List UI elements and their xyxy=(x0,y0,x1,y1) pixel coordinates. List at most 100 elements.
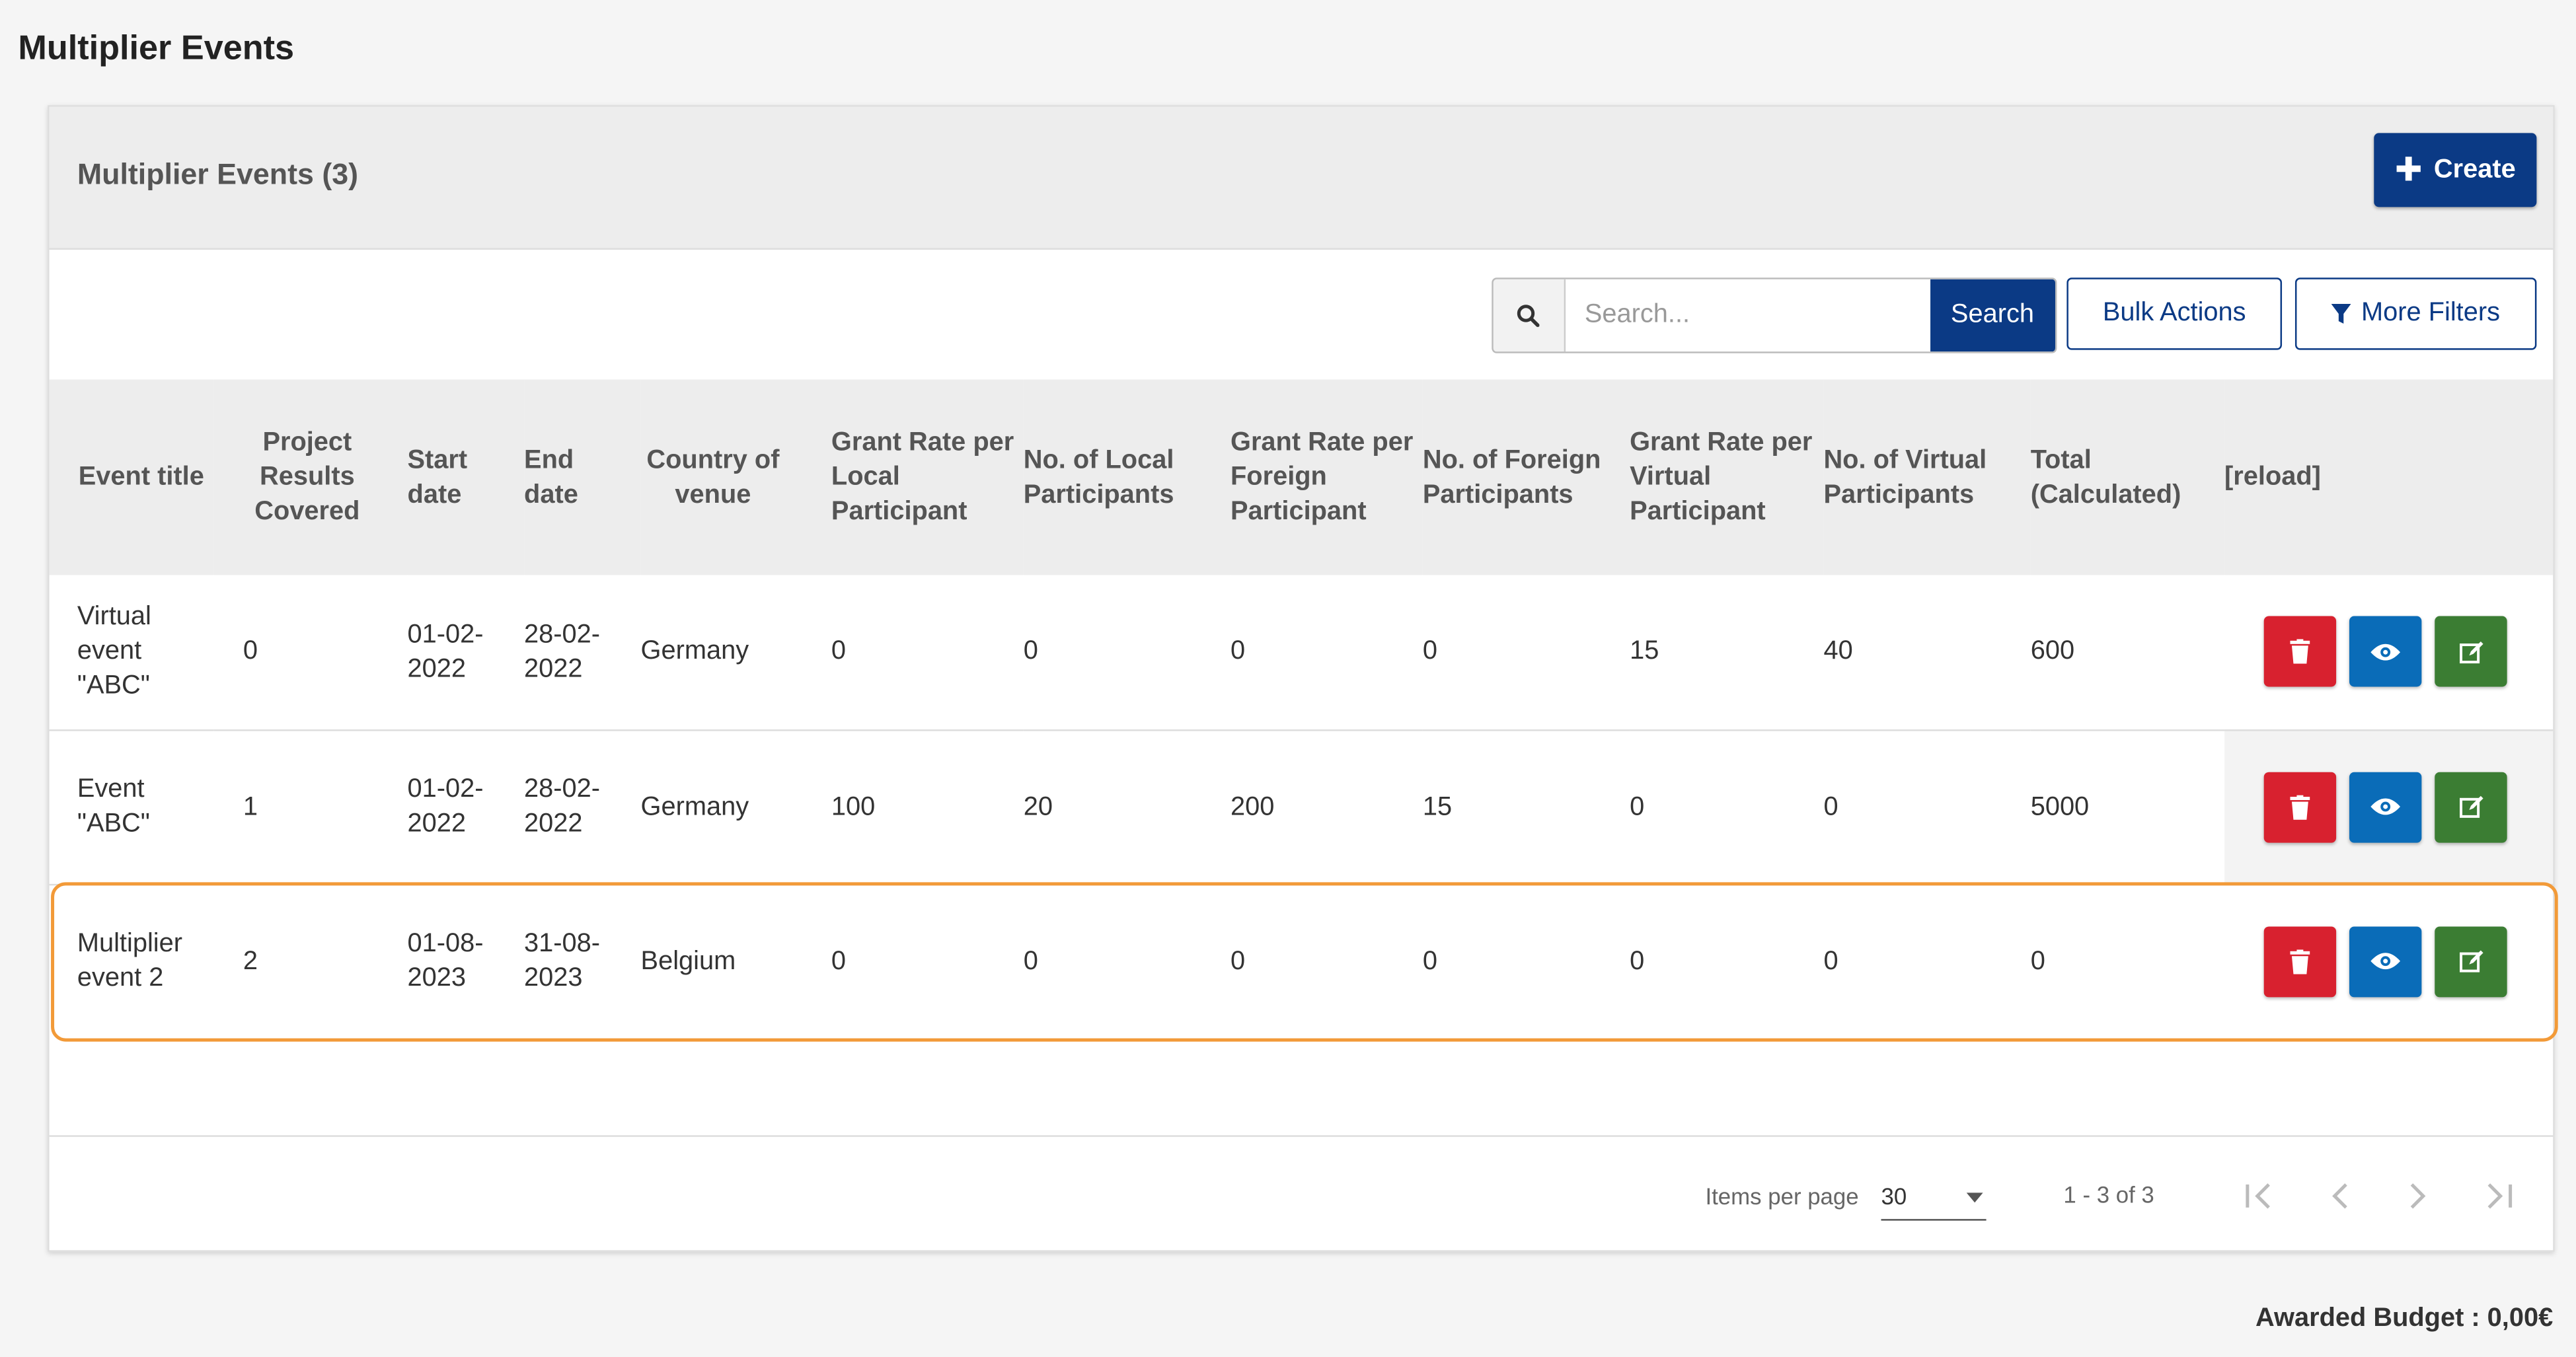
table-header-row: Event title Project Results Covered Star… xyxy=(49,379,2554,575)
header-project-results[interactable]: Project Results Covered xyxy=(254,429,360,526)
filter-icon xyxy=(2331,303,2352,323)
header-no-local[interactable]: No. of Local Participants xyxy=(1023,446,1174,509)
cell-total: 5000 xyxy=(2030,792,2090,821)
view-button[interactable] xyxy=(2349,616,2422,688)
header-grant-foreign[interactable]: Grant Rate per Foreign Participant xyxy=(1231,429,1414,526)
previous-page-button[interactable] xyxy=(2318,1173,2361,1220)
cell-project-results: 2 xyxy=(243,947,258,976)
header-no-foreign[interactable]: No. of Foreign Participants xyxy=(1422,446,1601,509)
delete-button[interactable] xyxy=(2263,926,2337,997)
view-button[interactable] xyxy=(2349,771,2422,842)
footer-divider xyxy=(49,1135,2554,1137)
view-button[interactable] xyxy=(2349,926,2422,997)
more-filters-button[interactable]: More Filters xyxy=(2294,277,2537,350)
cell-start-date: 01-02-2022 xyxy=(407,775,484,838)
cell-no-foreign: 0 xyxy=(1422,947,1438,976)
more-filters-label: More Filters xyxy=(2361,299,2500,327)
cell-start-date: 01-08-2023 xyxy=(407,930,484,993)
cell-no-virtual: 40 xyxy=(1823,638,1853,666)
first-page-button[interactable] xyxy=(2239,1173,2282,1220)
create-button[interactable]: ✚ Create xyxy=(2374,133,2537,207)
eye-icon xyxy=(2370,953,2401,970)
edit-icon xyxy=(2458,951,2483,973)
cell-country: Germany xyxy=(640,638,749,666)
header-total[interactable]: Total (Calculated) xyxy=(2030,446,2181,509)
bulk-actions-button[interactable]: Bulk Actions xyxy=(2066,277,2283,350)
delete-button[interactable] xyxy=(2263,771,2337,842)
multiplier-events-panel: Multiplier Events (3) ✚ Create Search Bu… xyxy=(48,105,2555,1252)
cell-end-date: 28-02-2022 xyxy=(524,620,601,683)
eye-icon xyxy=(2370,798,2401,815)
items-per-page-value: 30 xyxy=(1881,1183,1907,1210)
create-button-label: Create xyxy=(2433,155,2516,184)
page-range-label: 1 - 3 of 3 xyxy=(2063,1181,2154,1208)
cell-grant-local: 0 xyxy=(831,638,847,666)
edit-icon xyxy=(2458,641,2483,663)
header-grant-local[interactable]: Grant Rate per Local Participant xyxy=(831,429,1014,526)
last-page-icon xyxy=(2487,1183,2513,1209)
items-per-page-label: Items per page xyxy=(1705,1183,1859,1210)
cell-grant-virtual: 15 xyxy=(1630,638,1659,666)
trash-icon xyxy=(2290,794,2310,819)
cell-country: Germany xyxy=(640,792,749,821)
header-country[interactable]: Country of venue xyxy=(646,446,780,509)
plus-icon: ✚ xyxy=(2394,152,2423,188)
header-no-virtual[interactable]: No. of Virtual Participants xyxy=(1823,446,1987,509)
cell-grant-virtual: 0 xyxy=(1630,947,1645,976)
first-page-icon xyxy=(2246,1183,2270,1209)
edit-button[interactable] xyxy=(2435,926,2507,997)
table-row: Multiplier event 2 2 01-08-2023 31-08-20… xyxy=(50,884,2554,1039)
search-group: Search xyxy=(1492,277,2057,353)
cell-grant-local: 100 xyxy=(831,792,876,821)
search-icon xyxy=(1493,279,1566,352)
items-per-page-select[interactable]: 30 xyxy=(1881,1176,1987,1221)
cell-grant-local: 0 xyxy=(831,947,847,976)
toolbar: Search Bulk Actions More Filters xyxy=(50,248,2554,379)
header-grant-virtual[interactable]: Grant Rate per Virtual Participant xyxy=(1630,429,1813,526)
cell-no-foreign: 15 xyxy=(1422,792,1453,821)
cell-grant-foreign: 0 xyxy=(1231,947,1246,976)
edit-icon xyxy=(2458,795,2483,818)
cell-end-date: 28-02-2022 xyxy=(524,775,601,838)
header-end-date[interactable]: End date xyxy=(524,446,578,509)
eye-icon xyxy=(2370,643,2401,661)
cell-start-date: 01-02-2022 xyxy=(407,620,484,683)
cell-no-foreign: 0 xyxy=(1422,638,1438,666)
header-event-title[interactable]: Event title xyxy=(78,463,204,492)
row-actions xyxy=(2224,729,2554,884)
cell-grant-virtual: 0 xyxy=(1630,792,1645,821)
last-page-button[interactable] xyxy=(2476,1173,2519,1220)
page-title: Multiplier Events xyxy=(18,29,295,67)
row-actions xyxy=(2224,575,2553,729)
cell-event-title: Virtual event "ABC" xyxy=(77,603,151,700)
panel-header: Multiplier Events (3) ✚ Create xyxy=(49,106,2554,250)
reload-link[interactable]: [reload] xyxy=(2224,463,2321,492)
cell-no-local: 20 xyxy=(1023,792,1053,821)
delete-button[interactable] xyxy=(2263,616,2337,688)
row-actions xyxy=(2224,884,2553,1039)
awarded-budget: Awarded Budget : 0,00€ xyxy=(2255,1304,2554,1333)
search-input[interactable] xyxy=(1565,279,1930,352)
paginator: Items per page 30 1 - 3 of 3 xyxy=(50,1158,2554,1233)
table-row: Virtual event "ABC" 0 01-02-2022 28-02-2… xyxy=(49,575,2554,730)
cell-total: 600 xyxy=(2030,638,2075,666)
header-start-date[interactable]: Start date xyxy=(407,446,468,509)
cell-no-virtual: 0 xyxy=(1823,792,1838,821)
edit-button[interactable] xyxy=(2435,616,2507,688)
events-table: Event title Project Results Covered Star… xyxy=(49,379,2554,1039)
trash-icon xyxy=(2290,639,2310,665)
trash-icon xyxy=(2290,949,2310,974)
cell-no-local: 0 xyxy=(1023,638,1038,666)
cell-grant-foreign: 200 xyxy=(1231,792,1275,821)
chevron-left-icon xyxy=(2332,1183,2347,1209)
search-button[interactable]: Search xyxy=(1929,279,2055,352)
cell-no-virtual: 0 xyxy=(1823,947,1838,976)
cell-end-date: 31-08-2023 xyxy=(524,930,601,993)
cell-project-results: 1 xyxy=(243,792,258,821)
chevron-right-icon xyxy=(2410,1183,2426,1209)
cell-grant-foreign: 0 xyxy=(1231,638,1246,666)
edit-button[interactable] xyxy=(2435,771,2507,842)
cell-country: Belgium xyxy=(640,947,736,976)
next-page-button[interactable] xyxy=(2397,1173,2440,1220)
